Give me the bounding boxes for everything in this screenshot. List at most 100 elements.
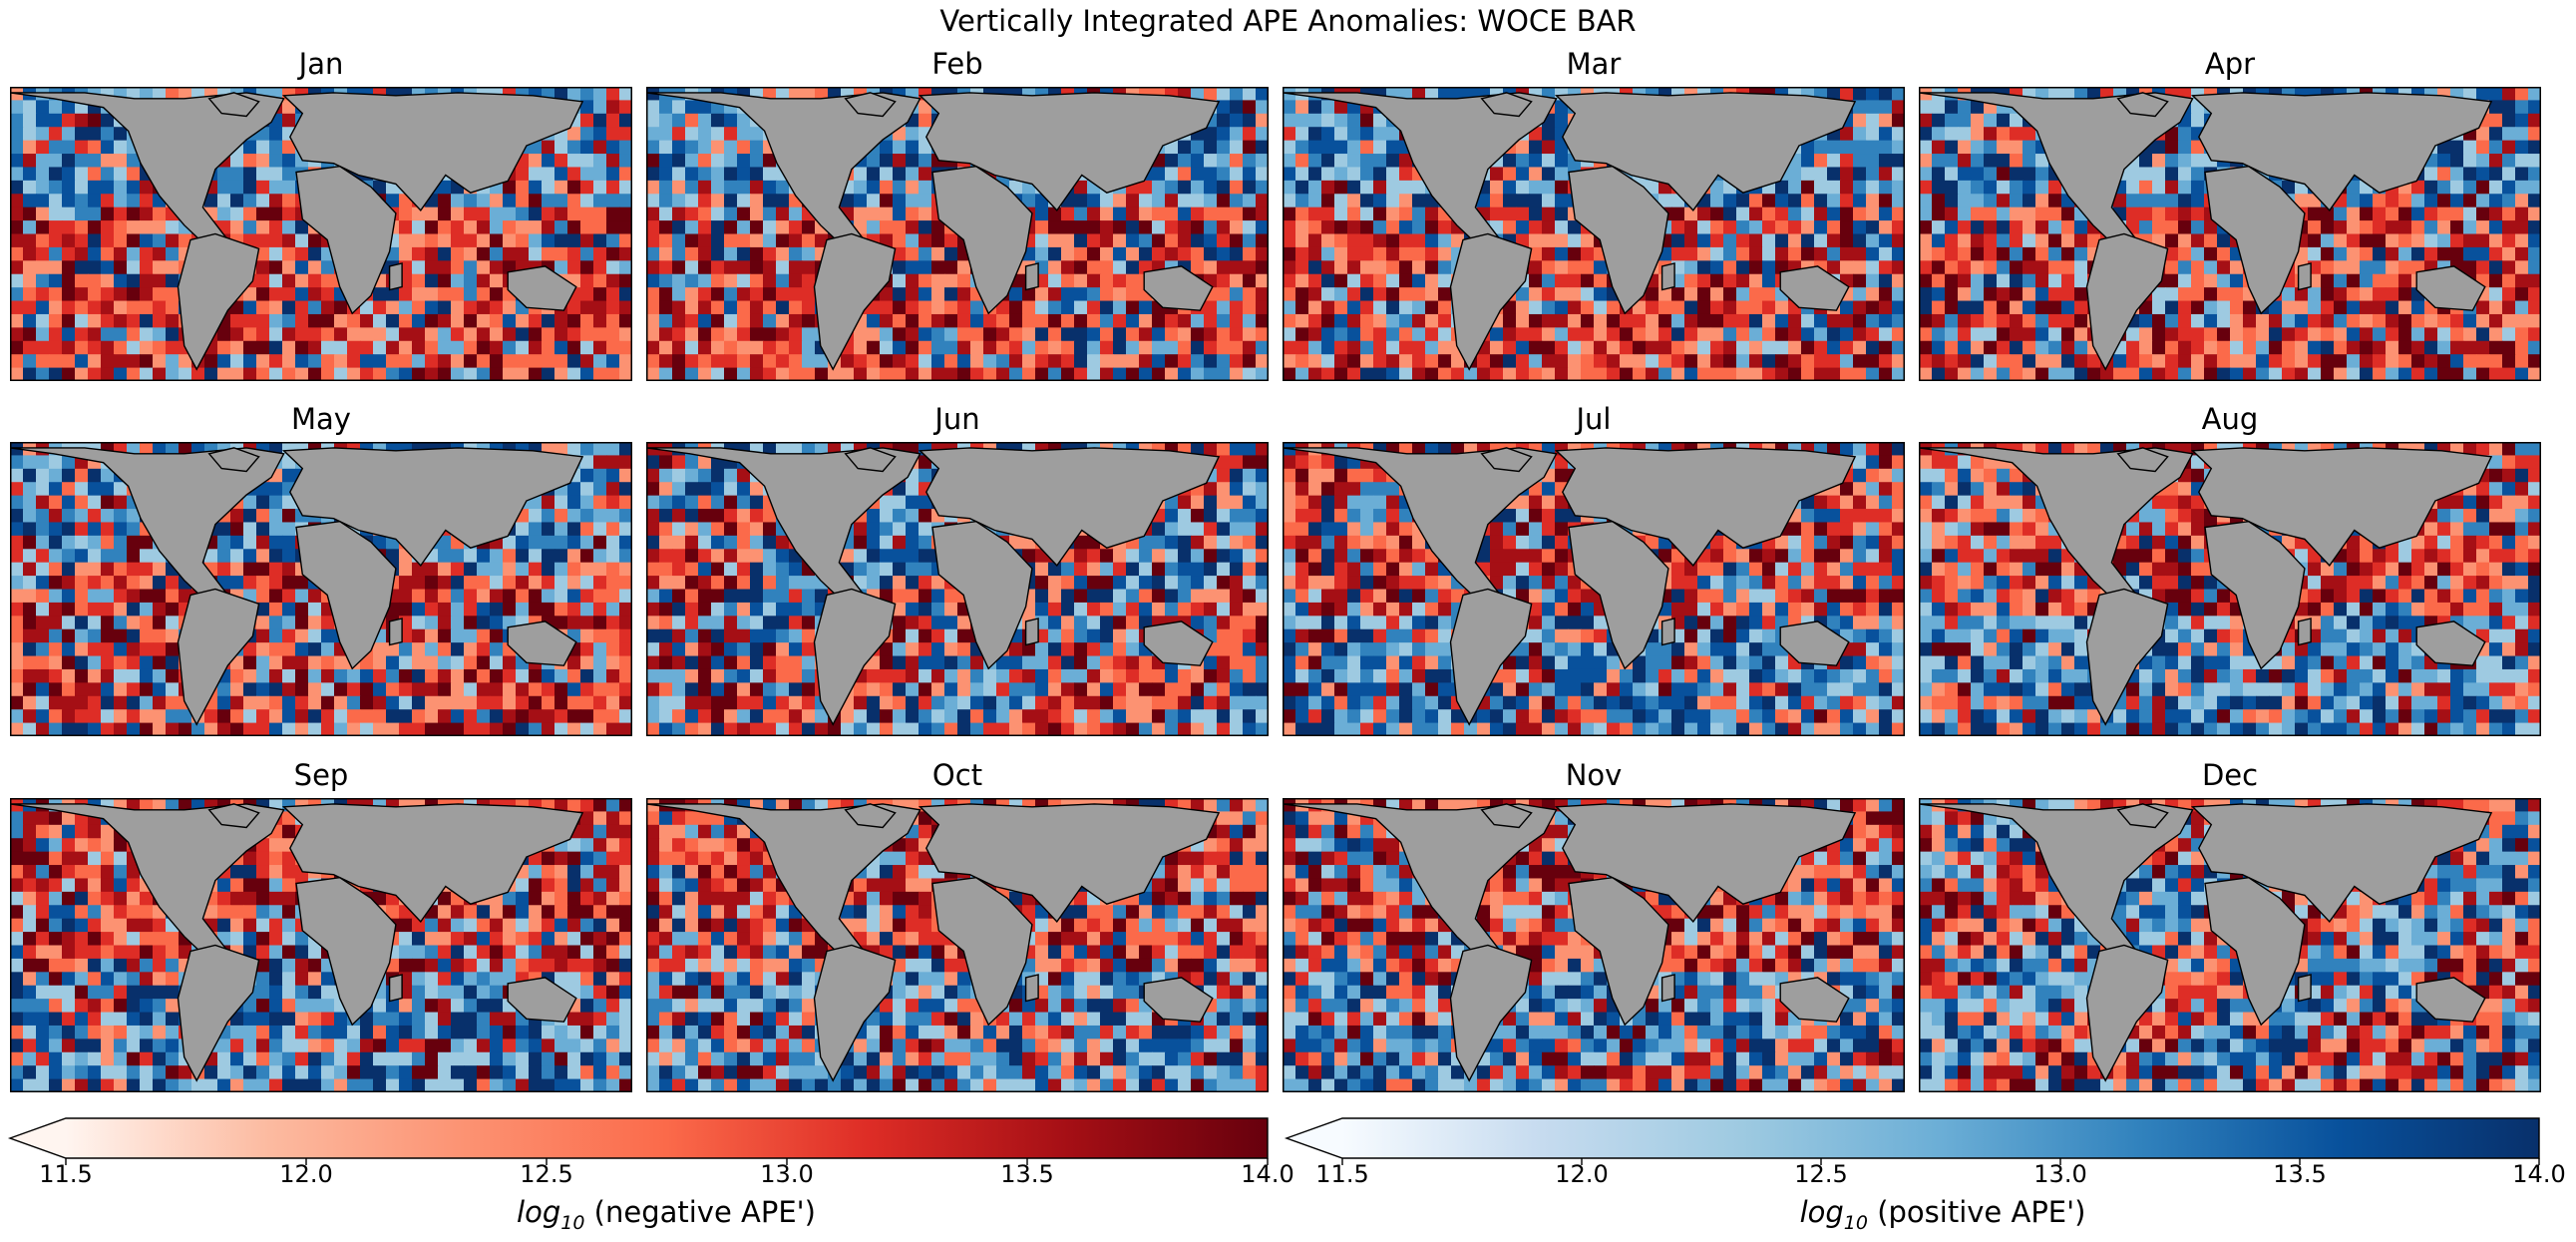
anomaly-cell xyxy=(153,273,167,288)
anomaly-cell xyxy=(1736,287,1750,302)
anomaly-cell xyxy=(1074,260,1088,275)
anomaly-cell xyxy=(763,246,777,261)
anomaly-cell xyxy=(802,220,816,235)
anomaly-cell xyxy=(256,340,270,355)
anomaly-cell xyxy=(750,273,764,288)
anomaly-cell xyxy=(1295,220,1309,235)
anomaly-cell xyxy=(1152,327,1166,342)
anomaly-cell xyxy=(619,313,632,328)
anomaly-cell xyxy=(1646,313,1659,328)
anomaly-cell xyxy=(672,180,686,195)
anomaly-cell xyxy=(425,300,439,315)
anomaly-cell xyxy=(1555,313,1569,328)
anomaly-cell xyxy=(412,220,426,235)
anomaly-cell xyxy=(1581,273,1595,288)
anomaly-cell xyxy=(1840,127,1854,142)
anomaly-cell xyxy=(1087,354,1101,369)
anomaly-cell xyxy=(62,246,76,261)
anomaly-cell xyxy=(919,207,932,221)
anomaly-cell xyxy=(1061,207,1075,221)
anomaly-cell xyxy=(1308,140,1322,155)
anomaly-cell xyxy=(698,180,712,195)
anomaly-cell xyxy=(659,100,673,115)
anomaly-cell xyxy=(62,194,76,208)
anomaly-cell xyxy=(931,300,945,315)
anomaly-cell xyxy=(567,127,581,142)
anomaly-cell xyxy=(1412,287,1426,302)
anomaly-cell xyxy=(1035,367,1049,381)
anomaly-cell xyxy=(944,313,958,328)
anomaly-cell xyxy=(567,233,581,248)
anomaly-cell xyxy=(1283,140,1296,155)
anomaly-cell xyxy=(1178,207,1192,221)
anomaly-cell xyxy=(685,340,699,355)
anomaly-cell xyxy=(1283,287,1296,302)
anomaly-cell xyxy=(1243,313,1257,328)
anomaly-cell xyxy=(1892,127,1905,142)
anomaly-cell xyxy=(593,287,607,302)
anomaly-cell xyxy=(256,154,270,169)
anomaly-cell xyxy=(567,180,581,195)
anomaly-cell xyxy=(1373,313,1387,328)
anomaly-cell xyxy=(1204,367,1218,381)
anomaly-cell xyxy=(672,113,686,128)
anomaly-cell xyxy=(867,194,881,208)
anomaly-cell xyxy=(1035,340,1049,355)
anomaly-cell xyxy=(1555,194,1569,208)
anomaly-cell xyxy=(1503,154,1517,169)
anomaly-cell xyxy=(412,313,426,328)
anomaly-cell xyxy=(269,220,283,235)
anomaly-cell xyxy=(685,194,699,208)
anomaly-cell xyxy=(1360,300,1374,315)
anomaly-cell xyxy=(567,313,581,328)
anomaly-cell xyxy=(243,194,257,208)
anomaly-cell xyxy=(464,300,478,315)
anomaly-cell xyxy=(1178,167,1192,182)
anomaly-cell xyxy=(1723,220,1737,235)
anomaly-cell xyxy=(1217,87,1231,102)
anomaly-cell xyxy=(1503,207,1517,221)
anomaly-cell xyxy=(1152,194,1166,208)
anomaly-cell xyxy=(1230,260,1244,275)
anomaly-cell xyxy=(1762,233,1776,248)
anomaly-cell xyxy=(114,207,128,221)
land-mass xyxy=(813,232,897,371)
anomaly-cell xyxy=(62,140,76,155)
anomaly-cell xyxy=(1529,287,1543,302)
anomaly-cell xyxy=(140,87,154,102)
anomaly-cell xyxy=(529,194,543,208)
anomaly-cell xyxy=(1879,246,1893,261)
anomaly-cell xyxy=(153,87,167,102)
anomaly-cell xyxy=(360,327,374,342)
anomaly-cell xyxy=(1139,180,1153,195)
anomaly-cell xyxy=(711,154,725,169)
anomaly-cell xyxy=(1126,233,1140,248)
anomaly-cell xyxy=(1581,300,1595,315)
anomaly-cell xyxy=(906,354,920,369)
anomaly-cell xyxy=(880,367,894,381)
anomaly-cell xyxy=(88,154,102,169)
anomaly-cell xyxy=(1360,180,1374,195)
anomaly-cell xyxy=(464,354,478,369)
anomaly-cell xyxy=(490,313,504,328)
anomaly-cell xyxy=(1074,246,1088,261)
anomaly-cell xyxy=(1048,233,1062,248)
anomaly-cell xyxy=(127,154,141,169)
anomaly-cell xyxy=(737,180,751,195)
anomaly-cell xyxy=(1178,367,1192,381)
anomaly-cell xyxy=(1113,260,1127,275)
anomaly-cell xyxy=(529,327,543,342)
anomaly-cell xyxy=(1100,220,1114,235)
anomaly-cell xyxy=(1814,180,1828,195)
anomaly-cell xyxy=(906,367,920,381)
anomaly-cell xyxy=(1126,246,1140,261)
anomaly-cell xyxy=(1152,167,1166,182)
anomaly-cell xyxy=(127,167,141,182)
anomaly-cell xyxy=(1801,233,1815,248)
anomaly-cell xyxy=(1723,233,1737,248)
anomaly-cell xyxy=(1684,233,1698,248)
anomaly-cell xyxy=(1243,220,1257,235)
anomaly-cell xyxy=(1087,300,1101,315)
anomaly-cell xyxy=(1373,180,1387,195)
anomaly-cell xyxy=(477,194,491,208)
